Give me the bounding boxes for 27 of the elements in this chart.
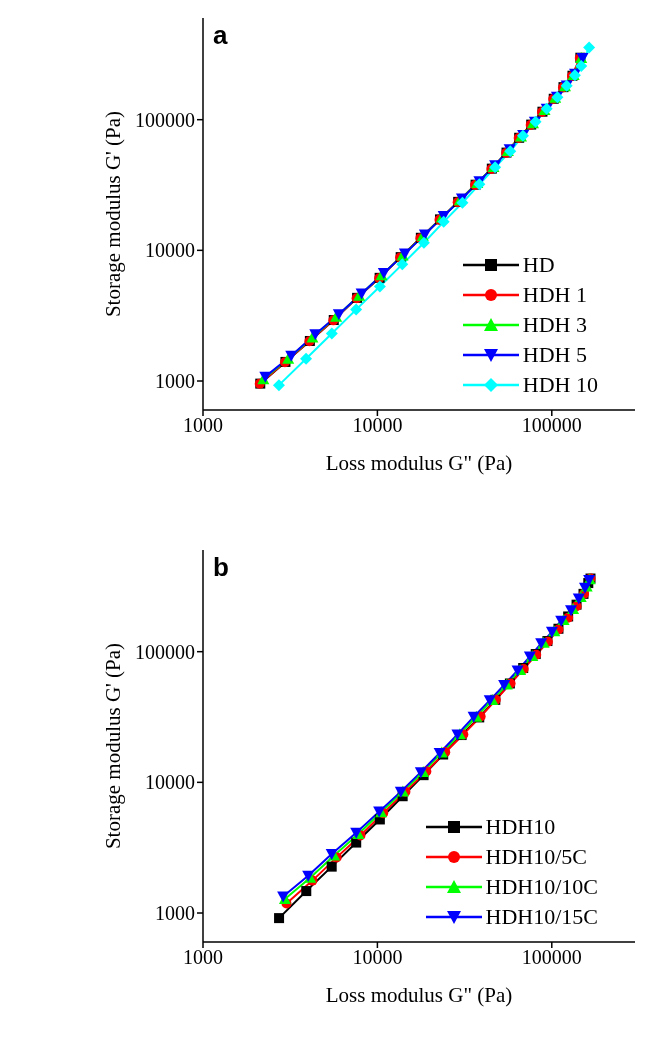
y-tick-label: 100000 bbox=[135, 108, 195, 131]
x-tick-label: 10000 bbox=[352, 414, 403, 437]
legend-label: HDH 1 bbox=[522, 282, 587, 308]
x-tick-label: 1000 bbox=[183, 414, 223, 437]
x-tick-label: 10000 bbox=[352, 946, 403, 969]
y-axis-title: Storage modulus G' (Pa) bbox=[101, 642, 126, 850]
legend-label: HDH10/5C bbox=[485, 844, 587, 870]
x-tick-label: 100000 bbox=[521, 414, 582, 437]
legend-label: HDH 3 bbox=[522, 312, 587, 338]
legend-label: HDH10/15C bbox=[485, 904, 598, 930]
legend-label: HD bbox=[522, 252, 555, 278]
chart-title: a bbox=[213, 20, 228, 51]
x-tick-label: 1000 bbox=[183, 946, 223, 969]
x-axis-title: Loss modulus G" (Pa) bbox=[325, 451, 513, 475]
x-axis-title: Loss modulus G" (Pa) bbox=[325, 983, 513, 1007]
legend-label: HDH10 bbox=[485, 814, 556, 840]
legend-label: HDH10/10C bbox=[485, 874, 598, 900]
legend-label: HDH 5 bbox=[522, 342, 587, 368]
y-tick-label: 100000 bbox=[135, 640, 195, 663]
y-tick-label: 10000 bbox=[145, 239, 195, 262]
legend-label: HDH 10 bbox=[522, 372, 598, 398]
y-tick-label: 10000 bbox=[145, 771, 195, 794]
chart-title: b bbox=[213, 552, 229, 583]
x-tick-label: 100000 bbox=[521, 946, 582, 969]
y-axis-title: Storage modulus G' (Pa) bbox=[101, 110, 126, 318]
y-tick-label: 1000 bbox=[155, 370, 195, 393]
y-tick-label: 1000 bbox=[155, 902, 195, 925]
